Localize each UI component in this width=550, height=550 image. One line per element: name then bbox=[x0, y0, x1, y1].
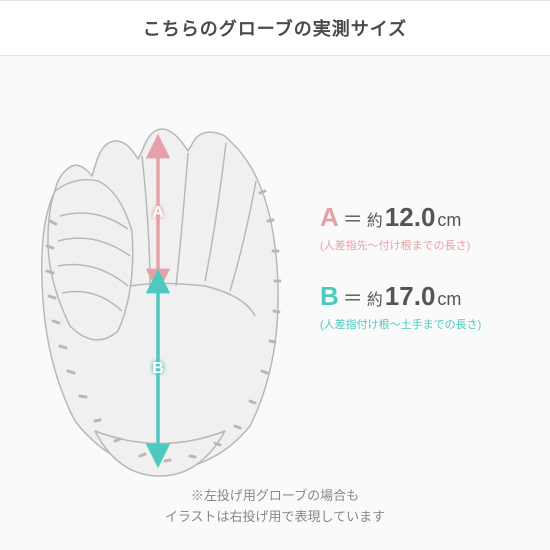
glove-diagram: A B bbox=[0, 81, 310, 481]
measure-a-value: 12.0 bbox=[385, 202, 436, 233]
measure-a-approx: 約 bbox=[367, 207, 383, 231]
measure-a: A ＝ 約 12.0 cm (人差指先～付け根までの長さ) bbox=[320, 202, 481, 253]
measure-a-letter: A bbox=[320, 202, 339, 233]
measure-b-value: 17.0 bbox=[385, 281, 436, 312]
footnote: ※左投げ用グローブの場合も イラストは右投げ用で表現しています bbox=[0, 486, 550, 528]
measure-a-unit: cm bbox=[437, 210, 461, 231]
measure-b-eq: ＝ bbox=[343, 282, 363, 311]
page-title: こちらのグローブの実測サイズ bbox=[0, 15, 550, 41]
footnote-line-2: イラストは右投げ用で表現しています bbox=[0, 507, 550, 528]
measurements-panel: A ＝ 約 12.0 cm (人差指先～付け根までの長さ) B ＝ 約 17.0… bbox=[310, 202, 481, 360]
measure-b-note: (人差指付け根～土手までの長さ) bbox=[320, 316, 481, 332]
footnote-line-1: ※左投げ用グローブの場合も bbox=[0, 486, 550, 507]
content-area: A B A ＝ 約 12.0 cm (人差指先～付け根までの長さ) B ＝ 約 … bbox=[0, 56, 550, 481]
arrow-a-label: A bbox=[152, 204, 164, 222]
measure-b-unit: cm bbox=[437, 289, 461, 310]
arrow-b-label: B bbox=[152, 360, 164, 378]
glove-icon bbox=[0, 81, 310, 481]
measure-a-eq: ＝ bbox=[343, 203, 363, 232]
measure-b-letter: B bbox=[320, 281, 339, 312]
measure-a-note: (人差指先～付け根までの長さ) bbox=[320, 237, 481, 253]
header: こちらのグローブの実測サイズ bbox=[0, 0, 550, 56]
measure-b: B ＝ 約 17.0 cm (人差指付け根～土手までの長さ) bbox=[320, 281, 481, 332]
measure-b-approx: 約 bbox=[367, 286, 383, 310]
